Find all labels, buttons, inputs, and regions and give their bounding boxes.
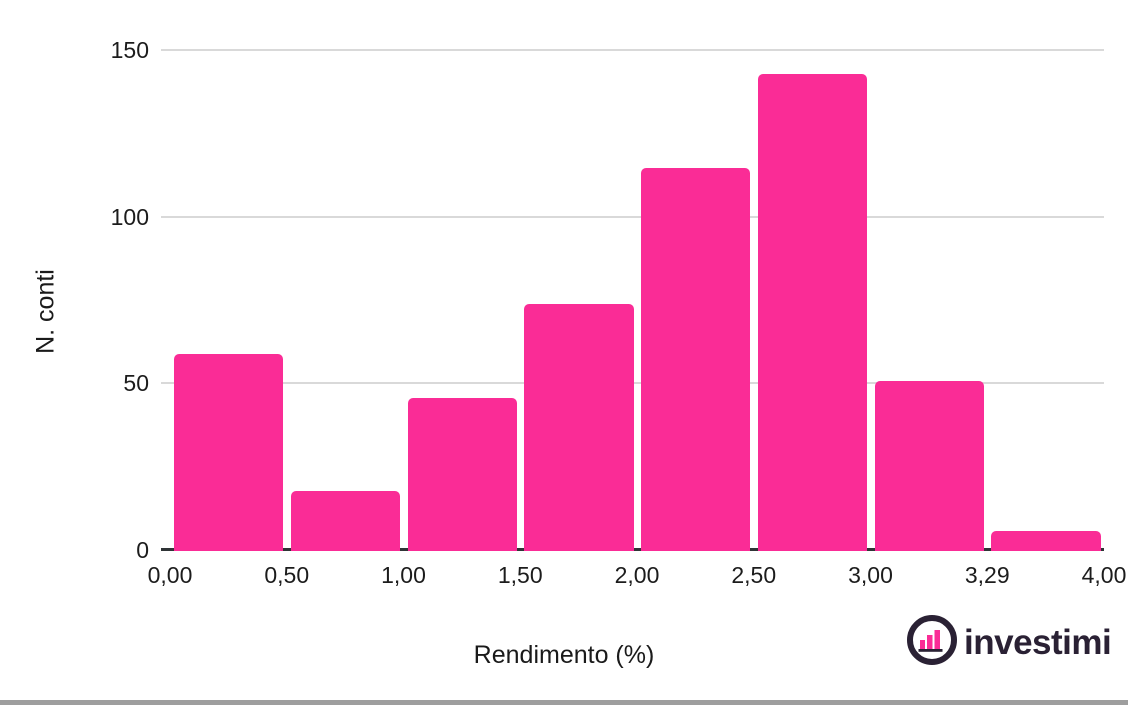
gridline (161, 215, 1104, 218)
y-tick-label: 150 (110, 37, 149, 63)
bottom-divider (0, 700, 1128, 705)
y-tick-label: 0 (136, 537, 149, 563)
histogram-bar (757, 74, 867, 551)
x-tick-label: 3,00 (848, 562, 893, 588)
investimi-logo: investimi (906, 614, 1112, 671)
histogram-bar (991, 531, 1101, 551)
x-tick-label: 3,29 (964, 562, 1010, 588)
x-tick-label: 2,50 (731, 562, 777, 588)
x-axis-title: Rendimento (%) (473, 641, 655, 669)
x-tick-label: 4,00 (1081, 562, 1127, 588)
x-tick-label: 2,00 (614, 562, 660, 588)
logo-text: investimi (964, 622, 1112, 662)
x-tick-label: 1,00 (381, 562, 426, 588)
y-tick-label: 100 (110, 203, 149, 230)
y-tick-label: 50 (123, 370, 149, 397)
histogram-bar (524, 304, 634, 551)
histogram-bar (174, 354, 284, 551)
x-tick-label: 0,50 (264, 562, 310, 588)
bar-chart-logo-icon (906, 614, 958, 671)
y-axis-title: N. conti (31, 269, 60, 354)
histogram-bar (874, 381, 984, 551)
x-tick-label: 0,00 (147, 562, 193, 588)
histogram-bar (641, 167, 751, 551)
x-tick-label: 1,50 (497, 562, 543, 588)
histogram-bar (407, 397, 517, 551)
histogram-bar (290, 491, 400, 551)
gridline (161, 49, 1104, 51)
